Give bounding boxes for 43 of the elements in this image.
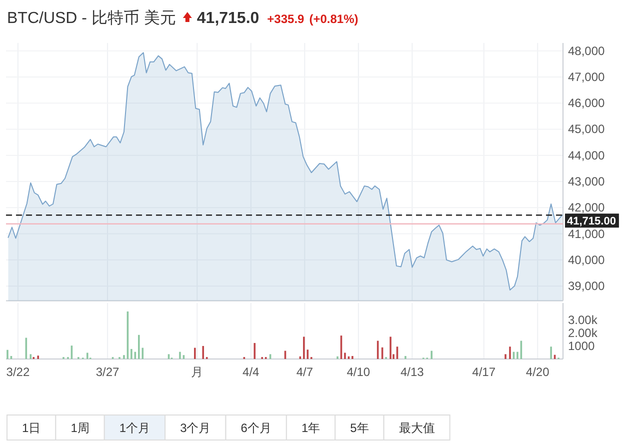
x-tick-label: 4/17 (472, 365, 496, 379)
y-tick-label: 48,000 (568, 44, 606, 58)
button: 1周 (55, 414, 105, 440)
x-tick-label: 4/7 (296, 365, 314, 379)
y-tick-label: 1000 (568, 338, 596, 353)
y-tick-label: 2.00k (568, 326, 598, 340)
text: (+0.81%) (309, 12, 358, 26)
x-tick-label: 3/22 (6, 365, 30, 379)
button: 5年 (334, 414, 384, 440)
y-tick-label: 47,000 (568, 70, 606, 84)
category-label: 1个月 (119, 421, 150, 435)
x-tick-label: 4/13 (400, 365, 424, 379)
y-tick-label: 3.00k (568, 312, 598, 327)
x-tick-label: 4/10 (346, 365, 370, 379)
category-label: 1日 (22, 421, 41, 435)
button: 最大值 (383, 414, 450, 440)
category-label: 6个月 (240, 421, 272, 435)
text: +335.9 (267, 12, 305, 26)
category-label: 5年 (350, 421, 369, 435)
category-label: 最大值 (398, 421, 435, 435)
y-tick-label: 45,000 (568, 122, 606, 136)
category-label: 3个月 (180, 421, 211, 435)
x-tick-label: 3/27 (96, 365, 120, 379)
y-tick-label: 43,000 (568, 174, 606, 189)
y-tick-label: 46,000 (568, 96, 606, 110)
x-tick-label: 月 (191, 365, 204, 379)
y-tick-label: 42,000 (568, 200, 606, 215)
ref-line-label: 41,715.00 (567, 216, 616, 228)
button: 1年 (286, 414, 336, 440)
x-tick-label: 4/4 (242, 365, 260, 379)
button: 1个月 (104, 414, 166, 440)
y-tick-label: 39,000 (568, 279, 606, 294)
y-tick-label: 41,000 (568, 226, 606, 241)
button: 1日 (6, 414, 56, 440)
chart-title: BTC/USD - 比特币 美元 (7, 9, 176, 27)
button: 3个月 (164, 414, 226, 440)
text: 41,715.0 (196, 10, 260, 27)
button: 6个月 (225, 414, 287, 440)
category-label: 1年 (301, 421, 320, 435)
y-tick-label: 40,000 (568, 252, 606, 267)
x-tick-label: 4/20 (526, 365, 550, 379)
category-label: 1周 (70, 421, 90, 435)
y-tick-label: 44,000 (568, 148, 606, 162)
